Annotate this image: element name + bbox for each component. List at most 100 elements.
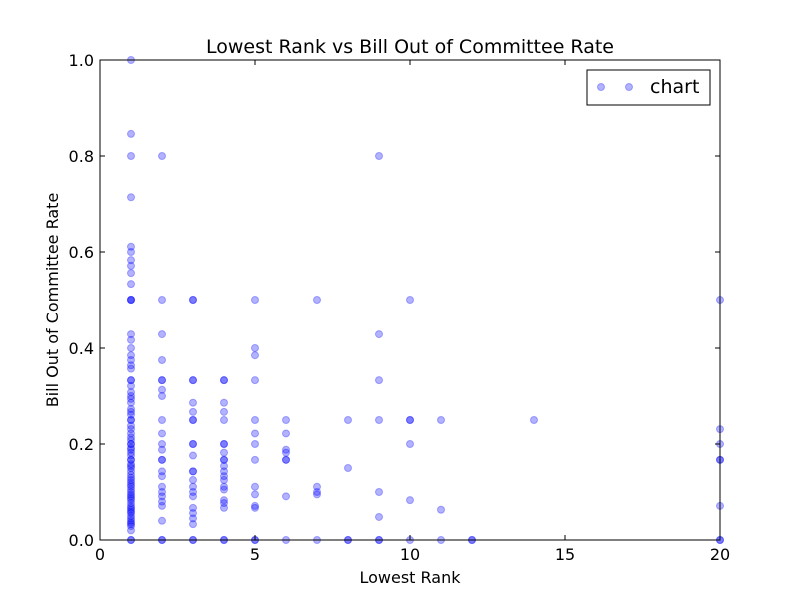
legend-marker <box>625 83 633 91</box>
data-point <box>127 464 135 472</box>
data-point <box>127 443 135 452</box>
data-point <box>189 503 197 512</box>
data-point <box>127 261 135 270</box>
data-point <box>127 503 135 512</box>
data-point <box>127 256 135 265</box>
y-tick-label: 0.2 <box>69 435 94 454</box>
data-point <box>158 472 166 481</box>
data-point <box>406 496 414 505</box>
data-point <box>127 455 135 464</box>
data-point <box>127 344 135 352</box>
data-point <box>220 472 228 481</box>
data-point <box>220 398 228 407</box>
data-point <box>127 520 135 529</box>
data-point <box>189 296 197 304</box>
data-point <box>220 467 228 476</box>
data-point <box>127 416 135 424</box>
data-point <box>282 455 290 464</box>
data-point <box>158 429 166 438</box>
data-point <box>220 376 228 385</box>
data-point <box>375 330 383 339</box>
data-point <box>282 455 290 464</box>
data-point <box>375 488 383 496</box>
data-point <box>313 488 321 496</box>
data-point <box>406 416 414 424</box>
data-point <box>375 376 383 385</box>
data-point <box>127 242 135 251</box>
data-point <box>313 296 321 304</box>
data-point <box>127 478 135 487</box>
data-point <box>158 416 166 424</box>
data-point <box>158 501 166 510</box>
data-point <box>127 381 135 390</box>
data-point <box>530 416 538 424</box>
data-point <box>127 526 135 535</box>
data-point <box>220 448 228 457</box>
data-point <box>127 376 135 385</box>
data-point <box>189 488 197 496</box>
data-point <box>189 416 197 424</box>
data-point <box>189 482 197 491</box>
data-point <box>251 503 259 512</box>
data-point <box>220 476 228 484</box>
data-point <box>189 376 197 385</box>
data-point <box>251 429 259 438</box>
data-point <box>158 497 166 506</box>
legend: chart <box>586 69 711 106</box>
data-point <box>251 344 259 352</box>
data-point <box>127 129 135 138</box>
data-point <box>282 429 290 438</box>
data-point <box>127 448 135 457</box>
x-tick-label: 20 <box>710 545 730 564</box>
data-point <box>251 376 259 385</box>
data-point <box>158 492 166 501</box>
x-tick-label: 10 <box>400 545 420 564</box>
data-point <box>127 494 135 503</box>
data-point <box>189 398 197 407</box>
data-point <box>127 496 135 505</box>
data-point <box>189 514 197 523</box>
data-point <box>220 455 228 464</box>
data-point <box>127 499 135 508</box>
data-point <box>375 416 383 424</box>
data-point <box>220 503 228 512</box>
data-point <box>220 416 228 424</box>
data-point <box>437 505 445 514</box>
data-point <box>127 436 135 445</box>
y-axis-label: Bill Out of Committee Rate <box>43 193 62 408</box>
data-point <box>189 520 197 529</box>
data-point <box>158 385 166 394</box>
data-point <box>127 518 135 527</box>
legend-box <box>586 69 711 106</box>
data-point <box>189 467 197 476</box>
data-point <box>127 476 135 484</box>
data-point <box>127 522 135 531</box>
data-point <box>127 490 135 499</box>
y-tick-label: 0.0 <box>69 531 94 550</box>
data-point <box>127 152 135 160</box>
data-point <box>251 490 259 499</box>
data-point <box>127 361 135 370</box>
data-point <box>127 501 135 510</box>
x-tick-label: 15 <box>555 545 575 564</box>
data-point <box>220 440 228 448</box>
data-point <box>127 248 135 256</box>
data-point <box>127 460 135 469</box>
data-point <box>127 488 135 496</box>
data-point <box>127 445 135 454</box>
y-tick-label: 0.4 <box>69 339 94 358</box>
data-point <box>189 440 197 448</box>
data-point <box>127 351 135 360</box>
data-point <box>158 445 166 454</box>
data-point <box>189 296 197 304</box>
data-point <box>127 462 135 471</box>
data-point <box>220 376 228 385</box>
data-point <box>127 392 135 400</box>
data-point <box>127 425 135 434</box>
data-point <box>127 296 135 304</box>
points-layer <box>127 56 724 544</box>
data-point <box>127 269 135 278</box>
data-point <box>158 376 166 385</box>
data-point <box>375 152 383 160</box>
